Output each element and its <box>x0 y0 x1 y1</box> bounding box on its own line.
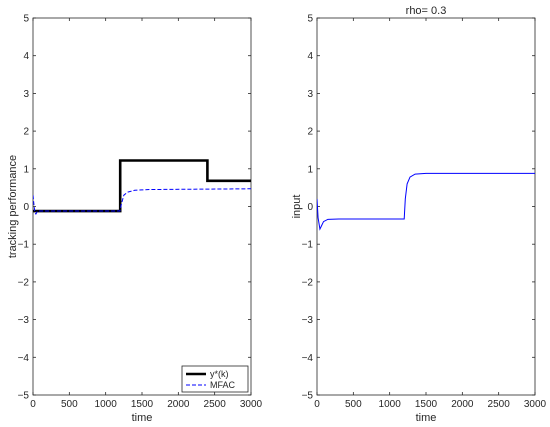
y-axis-label: input <box>291 195 303 219</box>
y-tick-label: −1 <box>18 240 30 251</box>
y-tick-label: −3 <box>302 315 314 326</box>
y-tick-label: 3 <box>23 89 29 100</box>
input-panel: −5 −4 −3 −2 −1 0 1 2 3 4 5 0 500 1000 1500 2000 2500 3000… <box>291 5 547 424</box>
y-tick-label: 2 <box>23 127 29 138</box>
y-tick-label: −1 <box>302 240 314 251</box>
y-tick-label: 4 <box>23 51 29 62</box>
tracking-performance-panel: −5 −4 −3 −2 −1 0 1 2 3 4 5 0 500 1000 1500 2000 2500 3000… <box>7 14 263 425</box>
x-tick-label: 1000 <box>379 399 402 410</box>
x-tick-label: 0 <box>314 399 320 410</box>
x-tick-label: 2000 <box>451 399 474 410</box>
y-tick-label: −4 <box>18 353 30 364</box>
y-tick-label: −2 <box>302 277 314 288</box>
x-tick-label: 0 <box>30 399 36 410</box>
x-tick-label: 2500 <box>204 399 227 410</box>
x-tick-label: 1500 <box>415 399 438 410</box>
y-tick-label: −4 <box>302 353 314 364</box>
legend: y*(k)MFAC <box>181 365 249 393</box>
legend-box <box>181 365 249 393</box>
y-tick-label: 5 <box>307 14 313 25</box>
y-tick-label: 1 <box>23 164 29 175</box>
x-tick-label: 3000 <box>524 399 547 410</box>
legend-label: y*(k) <box>210 369 229 379</box>
x-tick-label: 2500 <box>488 399 511 410</box>
chart-title: rho= 0.3 <box>406 5 447 17</box>
x-axis-label: time <box>132 412 153 424</box>
y-tick-label: 3 <box>307 89 313 100</box>
x-tick-label: 500 <box>61 399 78 410</box>
axes-box <box>32 17 252 396</box>
series-line-input <box>317 172 535 231</box>
x-tick-label: 3000 <box>240 399 263 410</box>
y-tick-label: 4 <box>307 51 313 62</box>
y-tick-label: −3 <box>18 315 30 326</box>
x-axis-label: time <box>416 412 437 424</box>
x-tick-label: 2000 <box>167 399 190 410</box>
axes-box <box>316 17 536 396</box>
y-tick-label: −5 <box>302 391 314 402</box>
y-tick-label: −5 <box>18 391 30 402</box>
series-line-mfac <box>33 188 251 216</box>
x-tick-label: 1000 <box>95 399 118 410</box>
y-axis-label: tracking performance <box>7 155 19 258</box>
x-tick-label: 1500 <box>131 399 154 410</box>
y-tick-label: 2 <box>307 127 313 138</box>
y-tick-label: 0 <box>23 202 29 213</box>
y-tick-label: 5 <box>23 14 29 25</box>
x-tick-label: 500 <box>345 399 362 410</box>
y-tick-label: 0 <box>307 202 313 213</box>
y-tick-label: 1 <box>307 164 313 175</box>
y-tick-label: −2 <box>18 277 30 288</box>
legend-label: MFAC <box>210 380 236 390</box>
